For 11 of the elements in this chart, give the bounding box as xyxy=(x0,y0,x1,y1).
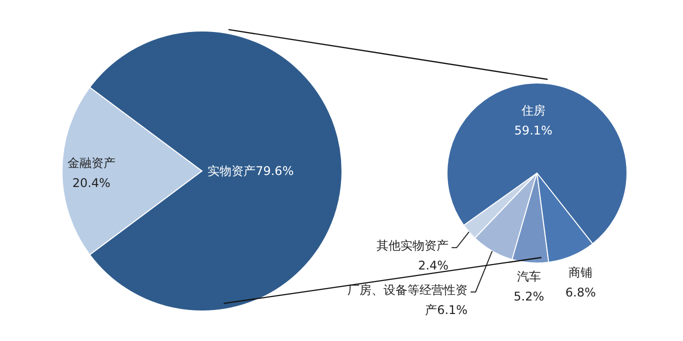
data-label: 5.2% xyxy=(514,290,544,304)
slice-label: 汽车 xyxy=(516,270,541,284)
slice-label: 其他实物资产 xyxy=(376,238,449,253)
data-label: 59.1% xyxy=(514,123,552,138)
data-label: 2.4% xyxy=(418,258,449,273)
data-label: 6.8% xyxy=(565,286,596,300)
slice-label: 商铺 xyxy=(568,266,593,280)
slice-label: 住房 xyxy=(520,103,546,118)
data-label: 20.4% xyxy=(72,176,110,190)
slice-label: 金融资产 xyxy=(67,156,116,170)
slice-label: 实物资产79.6% xyxy=(208,164,294,178)
